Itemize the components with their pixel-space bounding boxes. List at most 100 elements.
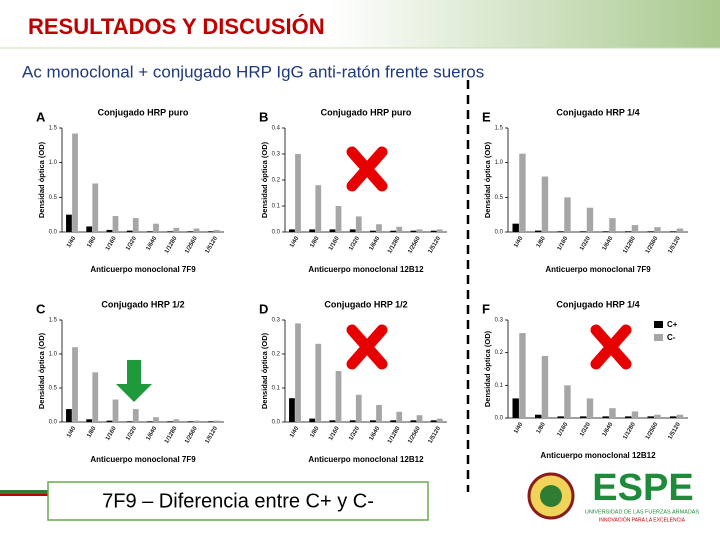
bar: [519, 333, 526, 418]
bar: [376, 224, 382, 232]
y-tick-label: 1.5: [49, 318, 58, 324]
bar: [153, 417, 159, 422]
bar: [66, 214, 72, 232]
bar: [92, 183, 99, 232]
y-tick-label: 0.3: [495, 318, 504, 324]
x-tick-label: 1/80: [86, 425, 97, 439]
legend-swatch: [654, 334, 663, 341]
y-tick-label: 0.3: [272, 152, 281, 158]
bar: [602, 416, 609, 418]
chart-title: Conjugado HRP 1/4: [556, 107, 639, 117]
y-tick-label: 0.1: [495, 383, 504, 389]
bar: [436, 229, 443, 232]
bar: [66, 409, 72, 422]
chart-title: Conjugado HRP puro: [98, 107, 189, 117]
bar: [430, 420, 437, 422]
bar: [676, 414, 684, 418]
bar: [355, 216, 362, 232]
bar: [670, 416, 677, 418]
bar: [92, 372, 99, 422]
x-axis-label: Anticuerpo monoclonal 12B12: [540, 451, 656, 460]
panel-letter: D: [259, 301, 268, 316]
bar: [557, 231, 564, 232]
y-tick-label: 0.1: [272, 204, 281, 210]
bar: [329, 420, 336, 422]
bar: [335, 371, 342, 422]
bar: [436, 418, 443, 422]
bar: [349, 229, 356, 232]
bar: [676, 228, 684, 232]
bar: [580, 231, 587, 232]
x-tick-label: 1/40: [289, 425, 300, 439]
x-tick-label: 1/40: [513, 421, 524, 435]
bar: [173, 227, 180, 232]
bar: [132, 409, 139, 422]
x-axis-label: Anticuerpo monoclonal 7F9: [545, 265, 651, 274]
bar: [335, 206, 342, 232]
x-tick-label: 1/80: [86, 235, 97, 249]
y-tick-label: 0.2: [272, 178, 281, 184]
y-tick-label: 0.5: [49, 195, 58, 201]
green-arrow: [116, 360, 152, 402]
bar: [355, 394, 362, 422]
y-tick-label: 0.0: [495, 416, 504, 422]
bar: [541, 355, 549, 418]
x-tick-label: 1/80: [309, 425, 320, 439]
bar: [349, 420, 356, 422]
bar: [647, 231, 654, 232]
panel-letter: B: [259, 109, 268, 124]
y-tick-label: 0.2: [272, 352, 281, 358]
header-band: [330, 0, 720, 48]
bar: [106, 420, 113, 422]
bar: [86, 226, 93, 232]
callout-box: [47, 481, 429, 521]
bar: [602, 231, 609, 232]
x-tick-label: 1/40: [513, 235, 524, 249]
bar: [207, 231, 214, 232]
bar: [631, 225, 639, 232]
bar: [586, 398, 594, 418]
bar: [112, 216, 119, 232]
panel-letter: A: [36, 109, 46, 124]
bar: [580, 416, 587, 418]
chart-title: Conjugado HRP 1/2: [324, 299, 407, 309]
chart-title: Conjugado HRP puro: [321, 107, 412, 117]
chart-title: Conjugado HRP 1/4: [556, 299, 639, 309]
bar: [147, 421, 153, 422]
panel-letter: F: [482, 301, 490, 316]
y-tick-label: 0.0: [272, 230, 281, 236]
bar: [512, 223, 519, 232]
bar: [416, 229, 423, 232]
y-tick-label: 0.0: [272, 420, 281, 426]
bar: [213, 420, 220, 422]
legend-label: C+: [667, 320, 678, 329]
y-tick-label: 0.3: [272, 318, 281, 324]
bar: [370, 420, 376, 422]
bar: [309, 229, 316, 232]
bar: [586, 207, 594, 232]
y-tick-label: 0.5: [49, 386, 58, 392]
y-tick-label: 0.5: [495, 195, 504, 201]
bar: [147, 231, 153, 232]
bar: [167, 421, 174, 422]
legend-swatch: [654, 321, 663, 328]
y-axis-label: Densidad óptica (OD): [37, 141, 46, 218]
y-tick-label: 0.1: [272, 386, 281, 392]
bar: [167, 231, 174, 232]
panel-letter: E: [482, 109, 491, 124]
bar: [396, 226, 403, 232]
bar: [564, 385, 571, 418]
bar: [647, 416, 654, 418]
bar: [609, 218, 616, 232]
bottom-strip-red: [0, 494, 48, 496]
bar: [126, 421, 133, 422]
bar: [625, 416, 632, 418]
bar: [295, 323, 301, 422]
y-tick-label: 0.0: [495, 230, 504, 236]
bar: [173, 419, 180, 422]
bar: [370, 230, 376, 232]
y-tick-label: 0.2: [495, 350, 504, 356]
bar: [72, 347, 78, 422]
bar: [289, 398, 295, 422]
y-tick-label: 1.0: [49, 160, 58, 166]
